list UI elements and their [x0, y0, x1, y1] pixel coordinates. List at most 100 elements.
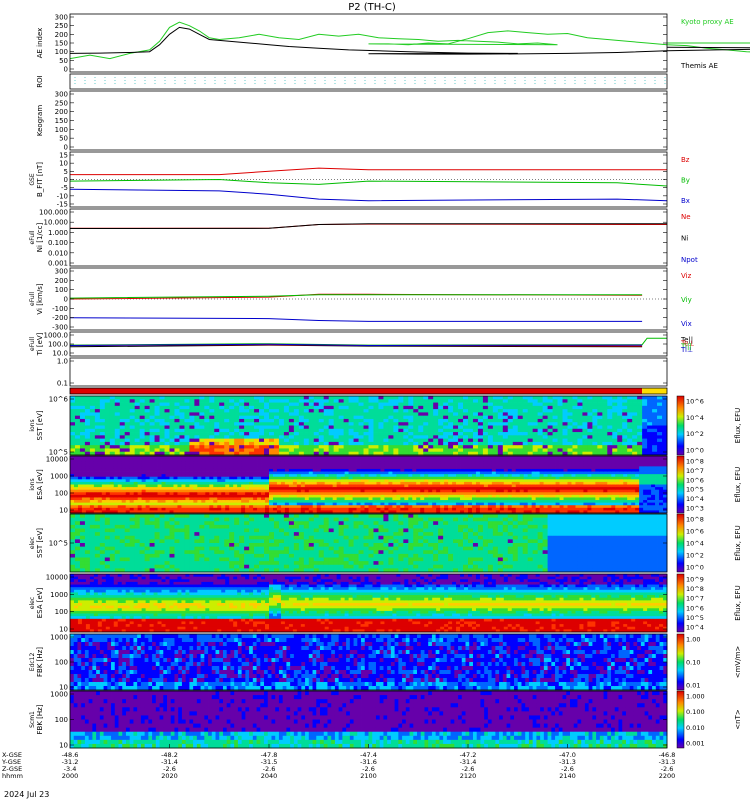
heatmap-cell [475, 497, 481, 501]
heatmap-cell [312, 456, 318, 459]
heatmap-cell [292, 476, 298, 480]
heatmap-cell [109, 468, 115, 472]
heatmap-cell [174, 409, 180, 413]
heatmap-cell [507, 507, 513, 511]
heatmap-cell [99, 409, 106, 413]
heatmap-cell [444, 487, 449, 491]
heatmap-cell [201, 466, 206, 470]
heatmap-cell [213, 505, 218, 509]
heatmap-cell [204, 448, 210, 453]
heatmap-cell [157, 468, 162, 472]
heatmap-cell [254, 435, 260, 440]
heatmap-cell [432, 497, 437, 501]
heatmap-cell [316, 492, 322, 496]
y-tick-label: 300 [55, 268, 68, 276]
heatmap-cell [125, 505, 131, 509]
heatmap-cell [393, 402, 399, 407]
heatmap-cell [133, 497, 139, 501]
heatmap-cell [592, 435, 598, 440]
heatmap-cell [448, 409, 454, 413]
heatmap-cell [165, 479, 170, 483]
heatmap-cell [181, 507, 186, 511]
heatmap-cell [652, 432, 658, 436]
heatmap-cell [464, 471, 469, 475]
heatmap-cell [423, 432, 429, 436]
heatmap-cell [423, 441, 429, 446]
heatmap-cell [607, 438, 613, 443]
heatmap-cell [229, 471, 234, 475]
heatmap-cell [384, 461, 389, 465]
heatmap-cell [185, 497, 190, 501]
heatmap-cell [413, 399, 419, 403]
heatmap-cell [432, 468, 437, 472]
heatmap-cell [602, 438, 608, 443]
heatmap-cell [432, 479, 437, 483]
heatmap-cell [424, 471, 429, 475]
heatmap-cell [169, 451, 175, 456]
heatmap-cell [184, 425, 190, 430]
heatmap-cell [137, 492, 143, 496]
heatmap-cell [352, 500, 357, 504]
heatmap-cell [622, 438, 628, 443]
heatmap-cell [205, 489, 210, 493]
heatmap-cell [280, 507, 286, 511]
heatmap-cell [124, 422, 131, 426]
heatmap-cell [105, 500, 111, 504]
heatmap-cell [562, 432, 568, 436]
heatmap-cell [164, 425, 170, 430]
heatmap-cell [627, 451, 633, 456]
heatmap-cell [133, 466, 139, 470]
heatmap-cell [542, 448, 549, 453]
heatmap-cell [117, 510, 123, 514]
heatmap-cell [384, 507, 389, 511]
heatmap-cell [219, 428, 225, 433]
heatmap-cell [333, 451, 340, 456]
heatmap-cell [273, 409, 280, 413]
heatmap-cell [468, 502, 473, 506]
heatmap-cell [352, 507, 357, 511]
heatmap-cell [184, 409, 190, 413]
heatmap-cell [177, 497, 182, 501]
heatmap-cell [592, 396, 598, 400]
heatmap-cell [81, 466, 87, 470]
heatmap-cell [400, 494, 405, 498]
heatmap-cell [487, 505, 493, 509]
heatmap-cell [244, 438, 250, 443]
heatmap-cell [471, 510, 477, 514]
heatmap-cell [348, 458, 353, 462]
heatmap-cell [278, 441, 285, 446]
heatmap-cell [217, 476, 222, 480]
heatmap-cell [471, 476, 477, 480]
heatmap-cell [522, 432, 529, 436]
heatmap-cell [119, 422, 126, 426]
heatmap-cell [254, 422, 260, 426]
heatmap-cell [436, 466, 441, 470]
heatmap-cell [547, 399, 553, 403]
heatmap-cell [632, 399, 638, 403]
heatmap-cell [308, 471, 314, 475]
heatmap-cell [460, 461, 465, 465]
heatmap-cell [433, 415, 439, 420]
heatmap-cell [283, 435, 290, 440]
heatmap-cell [527, 415, 534, 420]
heatmap-cell [269, 466, 274, 470]
heatmap-cell [400, 502, 405, 506]
heatmap-cell [552, 441, 558, 446]
heatmap-cell [292, 463, 298, 467]
heatmap-cell [99, 432, 106, 436]
heatmap-cell [89, 471, 95, 475]
heatmap-cell [420, 487, 425, 491]
heatmap-cell [487, 461, 493, 465]
heatmap-cell [384, 481, 389, 485]
heatmap-cell [320, 500, 326, 504]
heatmap-cell [383, 399, 389, 403]
heatmap-cell [189, 463, 194, 467]
y-tick-label: -5 [61, 184, 68, 192]
heatmap-cell [348, 428, 354, 433]
heatmap-cell [477, 441, 484, 446]
heatmap-cell [273, 448, 280, 453]
heatmap-cell [93, 461, 99, 465]
heatmap-cell [239, 451, 245, 456]
heatmap-cell [205, 494, 210, 498]
heatmap-cell [344, 463, 349, 467]
